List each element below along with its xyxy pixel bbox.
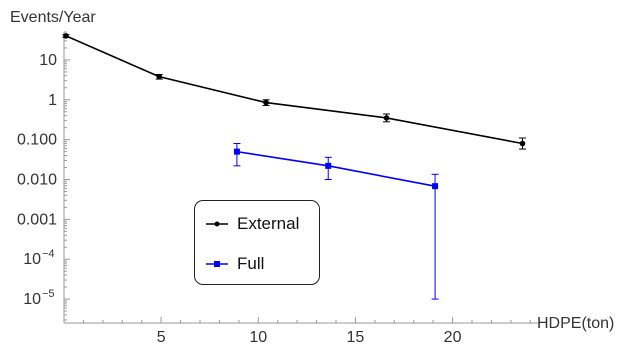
data-point bbox=[383, 115, 390, 121]
y-tick-label: 10 bbox=[23, 251, 41, 268]
y-tick-exponent: −4 bbox=[42, 248, 55, 260]
x-axis: 5 10 15 20 HDPE(ton) bbox=[64, 315, 614, 345]
legend: External Full bbox=[194, 200, 320, 285]
data-point bbox=[63, 33, 69, 39]
y-tick-label: 0.001 bbox=[17, 211, 57, 228]
y-tick-label: 0.100 bbox=[17, 132, 57, 149]
data-point bbox=[233, 148, 240, 155]
data-point bbox=[432, 183, 439, 190]
y-axis-label: Events/Year bbox=[10, 9, 96, 26]
data-point bbox=[325, 162, 332, 169]
x-axis-label: HDPE(ton) bbox=[537, 315, 614, 332]
y-tick-label: 10 bbox=[23, 291, 41, 308]
data-point bbox=[156, 73, 162, 80]
data-point bbox=[519, 140, 526, 147]
series-full bbox=[233, 142, 439, 300]
plot-area bbox=[62, 33, 527, 300]
y-tick-label: 0.010 bbox=[17, 171, 57, 188]
y-tick-label: 10 bbox=[39, 52, 57, 69]
data-point bbox=[263, 99, 269, 106]
x-tick-label: 10 bbox=[249, 329, 267, 345]
legend-item-external: External bbox=[205, 214, 299, 234]
legend-label-external: External bbox=[237, 214, 300, 233]
series-line bbox=[65, 35, 523, 145]
x-tick-label: 5 bbox=[157, 329, 166, 345]
legend-label-full: Full bbox=[237, 254, 265, 273]
x-tick-label: 15 bbox=[347, 329, 365, 345]
legend-swatch-external bbox=[206, 221, 228, 227]
series-line bbox=[236, 150, 436, 187]
legend-item-full: Full bbox=[205, 254, 264, 274]
y-tick-label: 1 bbox=[48, 92, 57, 109]
legend-swatch-full bbox=[206, 261, 228, 267]
y-tick-exponent: −5 bbox=[42, 288, 55, 300]
x-tick-label: 20 bbox=[444, 329, 462, 345]
series-external bbox=[62, 33, 527, 150]
